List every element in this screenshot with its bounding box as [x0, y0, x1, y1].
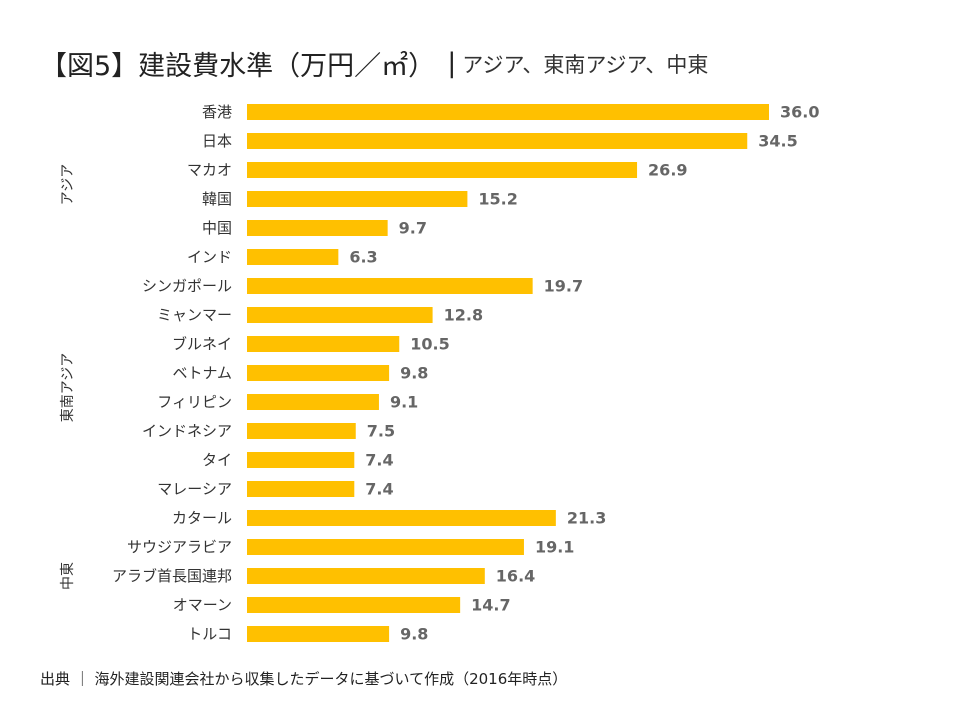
category-label: アラブ首長国連邦 — [112, 567, 232, 585]
data-label: 12.8 — [444, 306, 483, 325]
category-label: ベトナム — [172, 364, 232, 382]
data-label: 16.4 — [496, 567, 535, 586]
chart-subtitle: アジア、東南アジア、中東 — [462, 52, 709, 77]
category-label: インド — [187, 248, 232, 266]
data-label: 9.8 — [400, 364, 428, 383]
bar — [247, 568, 485, 584]
category-label: 韓国 — [202, 190, 232, 208]
data-label: 34.5 — [758, 132, 797, 151]
data-label: 9.8 — [400, 625, 428, 644]
category-label: サウジアラビア — [127, 538, 232, 556]
category-label: オマーン — [173, 596, 232, 614]
bar — [247, 597, 461, 613]
bar — [247, 626, 390, 642]
data-label: 15.2 — [478, 190, 517, 209]
bar — [247, 191, 468, 207]
category-label: ミャンマー — [157, 306, 232, 324]
category-label: ブルネイ — [172, 335, 232, 353]
category-label: 日本 — [202, 132, 232, 150]
bar — [247, 104, 769, 120]
category-label: トルコ — [187, 625, 232, 643]
data-label: 9.7 — [399, 219, 427, 238]
bar — [247, 307, 433, 323]
data-label: 6.3 — [349, 248, 377, 267]
category-label: タイ — [202, 451, 232, 469]
bar — [247, 336, 400, 352]
bar — [247, 452, 355, 468]
data-label: 36.0 — [780, 103, 819, 122]
chart-title-main: 【図5】建設費水準（万円／㎡） — [40, 51, 436, 82]
category-label: 中国 — [202, 219, 232, 237]
bar — [247, 539, 524, 555]
chart-title: 【図5】建設費水準（万円／㎡） | アジア、東南アジア、中東 — [40, 44, 708, 83]
bar — [247, 481, 355, 497]
category-label: マカオ — [187, 161, 232, 179]
data-label: 9.1 — [390, 393, 418, 412]
bar — [247, 423, 356, 439]
category-label: シンガポール — [142, 277, 232, 295]
category-label: カタール — [172, 509, 232, 527]
bar — [247, 133, 748, 149]
data-label: 21.3 — [567, 509, 606, 528]
group-label: 中東 — [60, 562, 76, 590]
bar — [247, 365, 390, 381]
bar — [247, 162, 638, 178]
category-label: フィリピン — [157, 393, 232, 411]
bar — [247, 249, 339, 265]
group-label: 東南アジア — [60, 353, 76, 422]
data-label: 10.5 — [410, 335, 449, 354]
data-label: 7.5 — [367, 422, 395, 441]
bar — [247, 394, 379, 410]
bar — [247, 278, 533, 294]
data-label: 19.7 — [544, 277, 583, 296]
category-label: マレーシア — [157, 480, 232, 498]
group-label: アジア — [60, 164, 76, 205]
category-label: 香港 — [202, 103, 232, 121]
data-label: 7.4 — [365, 451, 393, 470]
data-label: 19.1 — [535, 538, 574, 557]
data-label: 7.4 — [365, 480, 393, 499]
category-label: インドネシア — [142, 422, 232, 440]
bar — [247, 510, 556, 526]
source-note: 出典 ｜ 海外建設関連会社から収集したデータに基づいて作成（2016年時点） — [40, 670, 568, 688]
data-label: 26.9 — [648, 161, 687, 180]
bar — [247, 220, 388, 236]
data-label: 14.7 — [471, 596, 510, 615]
title-separator: | — [447, 48, 457, 79]
